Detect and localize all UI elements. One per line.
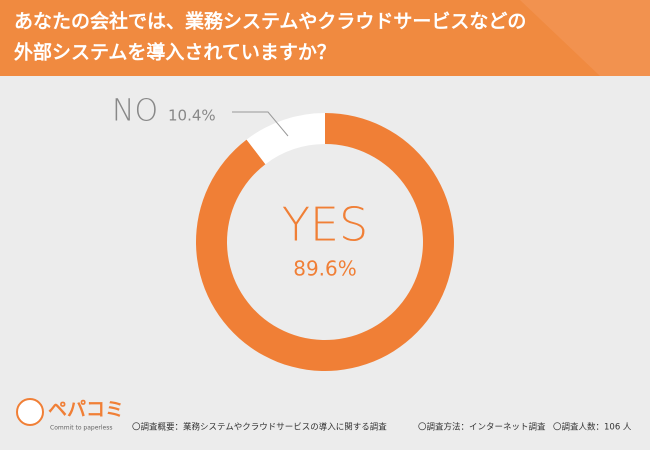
tagline: Commit to paperless	[50, 425, 112, 432]
note: 〇調査概要：業務システムやクラウドサービスの導入に関する調査	[132, 422, 387, 433]
donut-slice	[246, 113, 325, 165]
donut	[196, 113, 455, 371]
logo: ペパコミ	[48, 399, 124, 421]
center-value: 89.6%	[293, 257, 357, 281]
title-line: あなたの会社では、業務システムやクラウドサービスなどの	[14, 10, 526, 33]
slice-category: NO	[112, 94, 158, 129]
logo-icon	[16, 398, 44, 426]
slice-value: 10.4%	[168, 107, 216, 125]
note: 〇調査人数：106 人	[553, 422, 632, 433]
note: 〇調査方法：インターネット調査	[418, 422, 546, 433]
leader-line	[232, 111, 289, 137]
center-category: YES	[282, 198, 368, 252]
header-accent	[520, 0, 650, 76]
title-line: 外部システムを導入されていますか？	[14, 41, 336, 64]
